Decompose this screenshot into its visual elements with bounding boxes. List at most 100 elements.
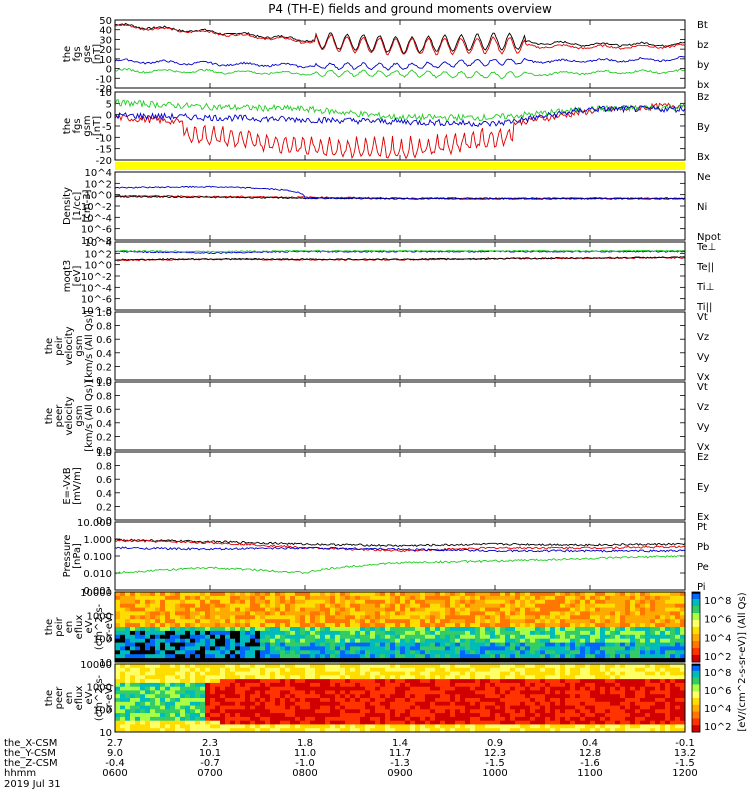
- panel-legend: Bt bz by bx: [697, 20, 709, 91]
- status-bar: [115, 162, 685, 170]
- y-tick-label: 0.8: [96, 392, 112, 403]
- ylabel-line: eV: [84, 620, 95, 633]
- legend-Vt: Vt: [697, 312, 708, 323]
- legend-Te⊥: Te⊥: [696, 242, 716, 253]
- colorbar-tick: 10^6: [704, 615, 731, 626]
- panel-ylabel: thepeirvelocitygsm[km/s (All Qs)]: [44, 310, 95, 382]
- Npot-series: [114, 185, 686, 200]
- y-tick-label: 10^0: [85, 191, 112, 202]
- x-tick-label: 0600: [102, 768, 127, 779]
- x-axis-labels: the_X-CSM 2.7 2.3 1.8 1.4 0.9 0.4 -0.1 the_Y-CSM…: [4, 738, 698, 779]
- panel-legend: Vt Vz Vy Vx: [697, 312, 710, 383]
- legend-Ni: Ni: [697, 202, 707, 213]
- Bx-series: [114, 105, 686, 128]
- ylabel-line: (cm^2-s-: [94, 674, 105, 721]
- panel-ylabel: thepeerenefluxeV(cm^2-s-sr-eV): [44, 674, 115, 721]
- y-tick-label: 0.2: [96, 432, 112, 443]
- y-tick-label: -10: [96, 74, 112, 85]
- ylabel-line: [mV/m]: [72, 467, 83, 505]
- Bt-series: [114, 22, 686, 54]
- x-tick-label: 0.9: [487, 738, 503, 749]
- panel-ylabel: thepeirenefluxeV(cm^2-s-sr-eV): [44, 603, 115, 650]
- x-tick-label: 1100: [577, 768, 602, 779]
- panel-density: Density[1/cc][cm-3]10^410^210^010^-210^-…: [62, 168, 721, 247]
- colorbar: 10^8 10^6 10^4 10^2 10^8 10^6 10^4 10^2 [eV/(cm^…: [691, 591, 748, 733]
- Pb-series: [114, 539, 686, 553]
- y-tick-label: 10^4: [85, 168, 112, 179]
- panel-frame: [114, 241, 686, 311]
- legend-Ez: Ez: [697, 452, 709, 463]
- panel-ylabel: thefgsgse[nT]: [62, 44, 103, 64]
- x-tick-label: -1.6: [580, 758, 600, 769]
- by-series: [114, 56, 686, 71]
- colorbar-tick: 10^8: [704, 668, 731, 679]
- y-tick-label: 10000: [80, 660, 112, 671]
- y-tick-label: 10^2: [85, 179, 112, 190]
- y-tick-label: 0.8: [96, 462, 112, 473]
- x-tick-label: 0.4: [582, 738, 598, 749]
- Te||-series: [114, 256, 686, 261]
- y-tick-label: 10: [99, 55, 112, 66]
- panel-temperature: moqt3[eV]10^410^210^010^-210^-410^-610^-…: [62, 238, 716, 317]
- y-tick-label: 30: [99, 35, 112, 46]
- legend-Ti⊥: Ti⊥: [696, 282, 714, 293]
- ylabel-line: velocity: [64, 396, 75, 435]
- plot-title: P4 (TH-E) fields and ground moments over…: [268, 2, 552, 16]
- y-tick-label: 10000: [80, 588, 112, 599]
- By-series: [114, 99, 686, 123]
- Pe-series: [114, 555, 686, 575]
- ylabel-line: the: [44, 619, 55, 635]
- y-tick-label: 0.2: [96, 362, 112, 373]
- legend-Vt: Vt: [697, 382, 708, 393]
- ylabel-line: peir: [54, 616, 65, 636]
- Bz-series: [114, 102, 686, 160]
- colorbar-tick: 10^4: [704, 704, 731, 715]
- x-tick-label: 11.0: [294, 748, 316, 759]
- colorbar-tick: 10^2: [704, 652, 731, 663]
- ylabel-line: velocity: [64, 326, 75, 365]
- x-tick-label: 1200: [672, 768, 697, 779]
- ylabel-line: en: [64, 621, 75, 634]
- ylabel-line: Density: [62, 187, 73, 225]
- y-tick-label: 1000: [87, 683, 112, 694]
- y-tick-label: 0.6: [96, 475, 112, 486]
- spectrogram-peer: [115, 664, 686, 733]
- legend-Ne: Ne: [697, 172, 711, 183]
- ylabel-line: peer: [54, 404, 65, 428]
- ylabel-line: the: [44, 408, 55, 424]
- ylabel-line: [nT]: [92, 116, 103, 136]
- ylabel-line: the: [44, 690, 55, 706]
- x-tick-label: 2.7: [107, 738, 123, 749]
- colorbar-tick: 10^8: [704, 596, 731, 607]
- y-tick-label: -20: [96, 84, 112, 95]
- x-row-label: the_Z-CSM: [4, 758, 58, 769]
- legend-Ex: Ex: [697, 512, 709, 523]
- panel-frame: [114, 591, 686, 663]
- ylabel-line: (cm^2-s-: [94, 603, 105, 650]
- legend-Pb: Pb: [697, 542, 709, 553]
- ylabel-line: [nT]: [92, 44, 103, 64]
- ylabel-line: gsm: [74, 405, 85, 426]
- y-tick-label: 10^-6: [81, 295, 112, 306]
- legend-by: by: [697, 60, 709, 71]
- y-tick-label: 10: [99, 658, 112, 669]
- legend-Vy: Vy: [697, 422, 710, 433]
- x-tick-label: 2.3: [202, 738, 218, 749]
- y-tick-label: 100: [93, 705, 112, 716]
- panel-legend: Pt Pb Pe Pi: [697, 522, 709, 593]
- x-row-label: the_Y-CSM: [4, 748, 56, 759]
- ylabel-line: sr-eV): [104, 612, 115, 641]
- panel-ylabel: E=-VxB[mV/m]: [62, 467, 83, 505]
- y-tick-label: -15: [96, 145, 112, 156]
- ylabel-line: en: [64, 692, 75, 705]
- ylabel-line: [1/cc]: [72, 192, 83, 221]
- bx-series: [114, 67, 686, 80]
- colorbar-tick: 10^4: [704, 633, 731, 644]
- Pi-series: [114, 546, 686, 553]
- y-tick-label: 10^-2: [81, 202, 112, 213]
- y-tick-label: 0.6: [96, 405, 112, 416]
- ylabel-line: eV: [84, 691, 95, 704]
- x-tick-label: -0.4: [105, 758, 125, 769]
- log-lines-7: [114, 538, 686, 575]
